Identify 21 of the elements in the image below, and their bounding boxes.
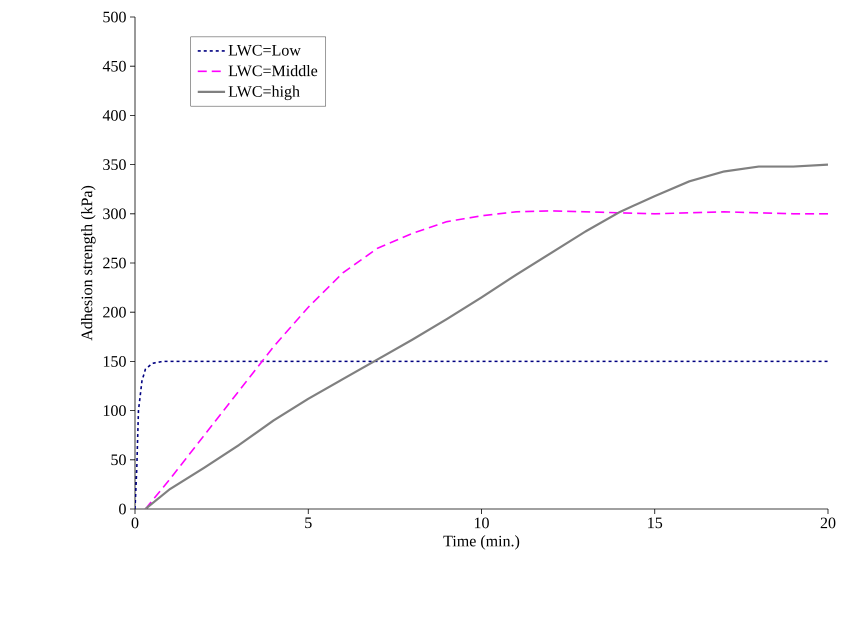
y-tick-label: 400 xyxy=(102,110,126,121)
y-tick-label: 250 xyxy=(103,258,126,268)
x-tick-label: 20 xyxy=(820,518,836,528)
legend-label: LWC=Low xyxy=(228,44,301,56)
x-axis-title: Time (min.) xyxy=(443,535,520,550)
legend-label: LWC=Middle xyxy=(228,64,318,76)
x-tick-label: 15 xyxy=(648,518,662,528)
y-tick-label: 450 xyxy=(102,60,126,72)
y-tick-label: 0 xyxy=(119,504,126,514)
y-tick-label: 300 xyxy=(103,208,126,220)
y-tick-label: 350 xyxy=(103,159,126,170)
y-tick-label: 50 xyxy=(111,454,126,466)
y-tick-label: 100 xyxy=(104,405,126,416)
x-tick-label: 10 xyxy=(474,518,489,528)
y-tick-label: 500 xyxy=(103,12,126,22)
y-tick-label: 200 xyxy=(103,306,126,318)
x-tick-label: 5 xyxy=(305,518,312,528)
y-axis-title: Adhesion strength (kPa) xyxy=(81,186,96,341)
x-tick-label: 0 xyxy=(132,518,138,528)
y-tick-label: 150 xyxy=(104,356,126,367)
legend-label: LWC=high xyxy=(228,86,300,100)
